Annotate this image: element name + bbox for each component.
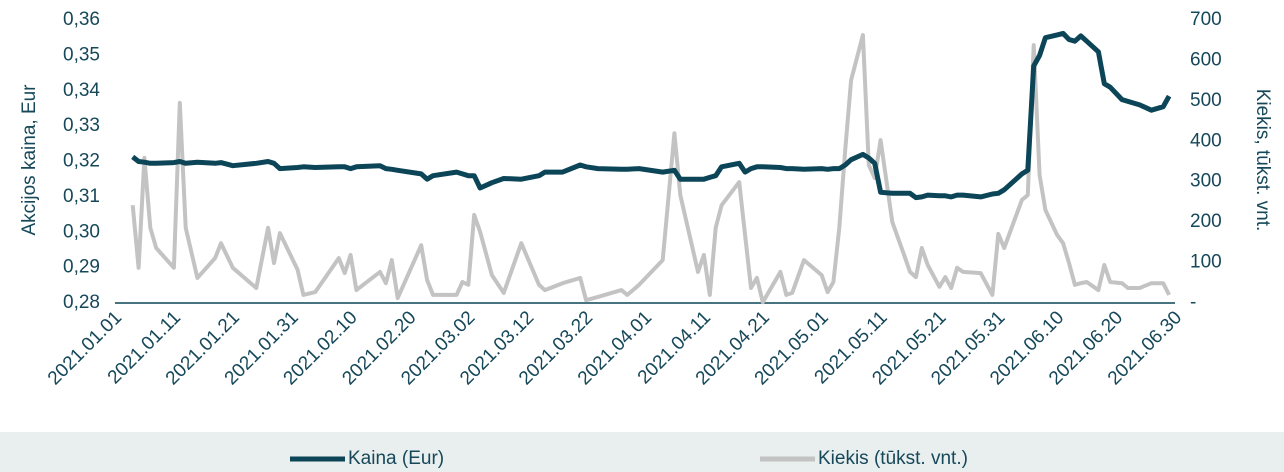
y2-axis-title: Kiekis, tūkst. vnt.	[1252, 89, 1273, 232]
y-tick-label: 0,32	[63, 151, 100, 172]
y2-tick-label: 100	[1190, 252, 1222, 273]
y-tick-label: 0,30	[63, 221, 100, 242]
y2-tick-label: 600	[1190, 49, 1222, 70]
y2-tick-label: 400	[1190, 130, 1222, 151]
y2-tick-label: 500	[1190, 90, 1222, 111]
series-line	[131, 30, 1172, 201]
y-tick-label: 0,35	[63, 44, 100, 65]
y-tick-label: 0,36	[63, 9, 100, 30]
y-tick-label: 0,34	[63, 80, 100, 101]
y2-tick-label: -	[1190, 292, 1196, 313]
series-line	[130, 33, 1171, 305]
y2-tick-label: 300	[1190, 171, 1222, 192]
y2-tick-label: 200	[1190, 211, 1222, 232]
y-tick-label: 0,28	[63, 292, 100, 313]
legend-label: Kaina (Eur)	[348, 448, 444, 469]
y-tick-label: 0,29	[63, 257, 100, 278]
y2-tick-label: 700	[1190, 9, 1222, 30]
legend-label: Kiekis (tūkst. vnt.)	[818, 448, 968, 469]
y-axis-title: Akcijos kaina, Eur	[19, 84, 40, 236]
legend-background	[0, 432, 1284, 472]
y-tick-label: 0,31	[63, 186, 100, 207]
y-tick-label: 0,33	[63, 115, 100, 136]
